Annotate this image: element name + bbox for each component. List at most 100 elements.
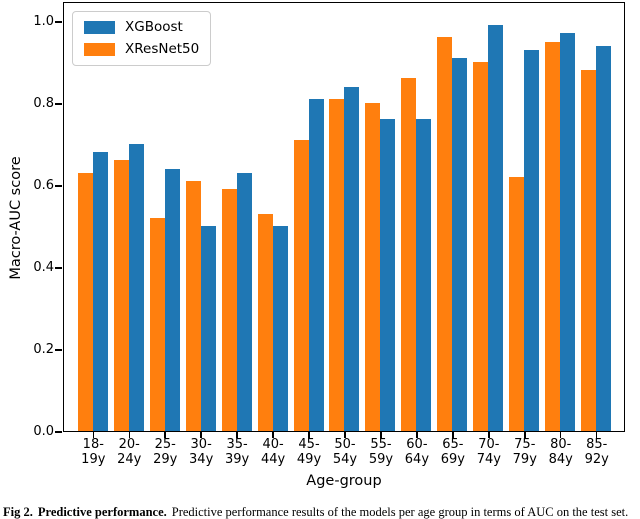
- bar-xresnet50-70-74y: [473, 62, 489, 431]
- bar-xgboost-50-54y: [344, 86, 360, 431]
- x-tick-mark-65-69y: [452, 432, 454, 438]
- x-tick-label-line: 74y: [476, 451, 501, 467]
- legend-label-xresnet50: XResNet50: [125, 41, 200, 57]
- x-tick-label-line: 35-: [226, 437, 248, 452]
- bar-xgboost-40-44y: [272, 226, 288, 431]
- y-tick-mark-0.4: [55, 267, 62, 269]
- y-tick-mark-0.2: [55, 349, 62, 351]
- legend: XGBoost XResNet50: [72, 11, 212, 66]
- bar-xgboost-55-59y: [380, 119, 396, 431]
- bar-xresnet50-20-24y: [113, 160, 129, 431]
- y-tick-label-0.4: 0.4: [33, 260, 54, 275]
- x-tick-label-line: 29y: [153, 451, 178, 467]
- y-tick-mark-0.6: [55, 185, 62, 187]
- x-tick-mark-30-34y: [200, 432, 202, 438]
- x-tick-mark-50-54y: [344, 432, 346, 438]
- figure-caption: Fig 2. Predictive performance. Predictive …: [3, 504, 639, 519]
- y-tick-label-1.0: 1.0: [33, 14, 54, 29]
- x-tick-mark-20-24y: [128, 432, 130, 438]
- x-tick-label-line: 19y: [81, 451, 106, 467]
- x-tick-mark-55-59y: [380, 432, 382, 438]
- x-tick-label-line: 60-: [406, 437, 428, 452]
- x-tick-label-line: 24y: [117, 451, 142, 467]
- y-tick-label-0.2: 0.2: [33, 342, 54, 357]
- x-tick-label-line: 59y: [368, 451, 394, 467]
- x-tick-label-20-24y: 20- 24y: [109, 437, 149, 467]
- x-tick-mark-45-49y: [308, 432, 310, 438]
- x-tick-label-line: 65-: [442, 437, 464, 452]
- bar-xresnet50-30-34y: [185, 180, 201, 431]
- x-tick-mark-85-92y: [595, 432, 598, 438]
- x-tick-label-line: 85-: [586, 437, 608, 452]
- x-tick-mark-80-84y: [559, 432, 562, 438]
- bar-xgboost-20-24y: [128, 144, 144, 431]
- x-tick-label-line: 79y: [512, 451, 537, 467]
- x-tick-mark-40-44y: [272, 432, 274, 438]
- x-tick-label-line: 25-: [154, 437, 176, 452]
- x-tick-label-70-74y: 70- 74y: [469, 437, 509, 467]
- legend-item-xresnet50: XResNet50: [84, 42, 199, 57]
- y-tick-label-0.6: 0.6: [33, 178, 54, 193]
- x-tick-label-line: 18-: [82, 437, 104, 452]
- x-tick-label-line: 49y: [296, 451, 322, 467]
- x-tick-label-45-49y: 45- 49y: [289, 437, 329, 467]
- bar-xgboost-60-64y: [416, 119, 432, 431]
- x-tick-mark-75-79y: [524, 432, 526, 438]
- legend-label-xgboost: XGBoost: [125, 19, 183, 35]
- bar-xresnet50-45-49y: [293, 139, 309, 431]
- x-tick-label-80-84y: 80- 84y: [541, 437, 581, 467]
- bar-xresnet50-55-59y: [365, 103, 381, 431]
- bar-xgboost-75-79y: [524, 49, 540, 431]
- x-tick-label-75-79y: 75- 79y: [505, 437, 545, 467]
- x-tick-label-line: 30-: [190, 437, 212, 452]
- x-tick-mark-35-39y: [236, 432, 238, 438]
- x-tick-label-line: 75-: [514, 437, 536, 452]
- x-tick-mark-18-19y: [92, 432, 95, 438]
- bar-xresnet50-18-19y: [77, 172, 93, 431]
- x-tick-label-line: 39y: [225, 451, 250, 467]
- bar-xgboost-25-29y: [164, 168, 180, 431]
- bar-xgboost-30-34y: [200, 226, 216, 431]
- x-tick-label-line: 55-: [370, 437, 392, 452]
- x-tick-label-40-44y: 40- 44y: [253, 437, 293, 467]
- x-tick-mark-60-64y: [416, 432, 418, 438]
- bar-xresnet50-60-64y: [401, 78, 417, 431]
- x-tick-label-30-34y: 30- 34y: [181, 437, 221, 467]
- x-tick-label-35-39y: 35- 39y: [217, 437, 257, 467]
- y-tick-mark-0.0: [55, 431, 62, 433]
- bar-xgboost-80-84y: [560, 33, 576, 431]
- y-tick-mark-0.8: [55, 103, 62, 105]
- bar-xgboost-85-92y: [596, 45, 612, 431]
- x-tick-label-line: 45-: [298, 437, 320, 452]
- legend-item-xgboost: XGBoost: [84, 20, 199, 35]
- x-tick-label-line: 64y: [404, 451, 430, 467]
- x-tick-label-85-92y: 85- 92y: [577, 437, 617, 467]
- x-tick-label-line: 34y: [189, 451, 214, 467]
- bar-xresnet50-35-39y: [221, 189, 237, 431]
- x-tick-label-line: 40-: [262, 437, 284, 452]
- x-tick-label-55-59y: 55- 59y: [361, 437, 401, 467]
- x-tick-label-18-19y: 18- 19y: [73, 437, 113, 467]
- x-tick-label-25-29y: 25- 29y: [145, 437, 185, 467]
- x-tick-label-line: 70-: [478, 437, 500, 452]
- x-tick-label-line: 54y: [332, 451, 358, 467]
- caption-fig-number: Fig 2.: [3, 505, 33, 519]
- x-tick-mark-70-74y: [488, 432, 490, 438]
- xgboost-color-swatch: [84, 21, 115, 34]
- bar-xresnet50-25-29y: [149, 217, 165, 431]
- x-tick-label-65-69y: 65- 69y: [433, 437, 473, 467]
- y-tick-mark-1.0: [55, 21, 62, 23]
- bar-xgboost-65-69y: [452, 57, 468, 431]
- bar-xresnet50-80-84y: [545, 41, 561, 431]
- x-tick-label-50-54y: 50- 54y: [325, 437, 365, 467]
- x-tick-mark-25-29y: [164, 432, 166, 438]
- y-tick-label-0.8: 0.8: [33, 96, 54, 111]
- x-tick-label-line: 84y: [548, 451, 573, 467]
- x-tick-label-line: 50-: [334, 437, 356, 452]
- xresnet50-color-swatch: [84, 43, 115, 56]
- x-tick-label-line: 20-: [118, 437, 140, 452]
- bar-xresnet50-50-54y: [329, 98, 345, 431]
- x-tick-label-line: 69y: [440, 451, 465, 467]
- bar-xresnet50-65-69y: [437, 37, 453, 431]
